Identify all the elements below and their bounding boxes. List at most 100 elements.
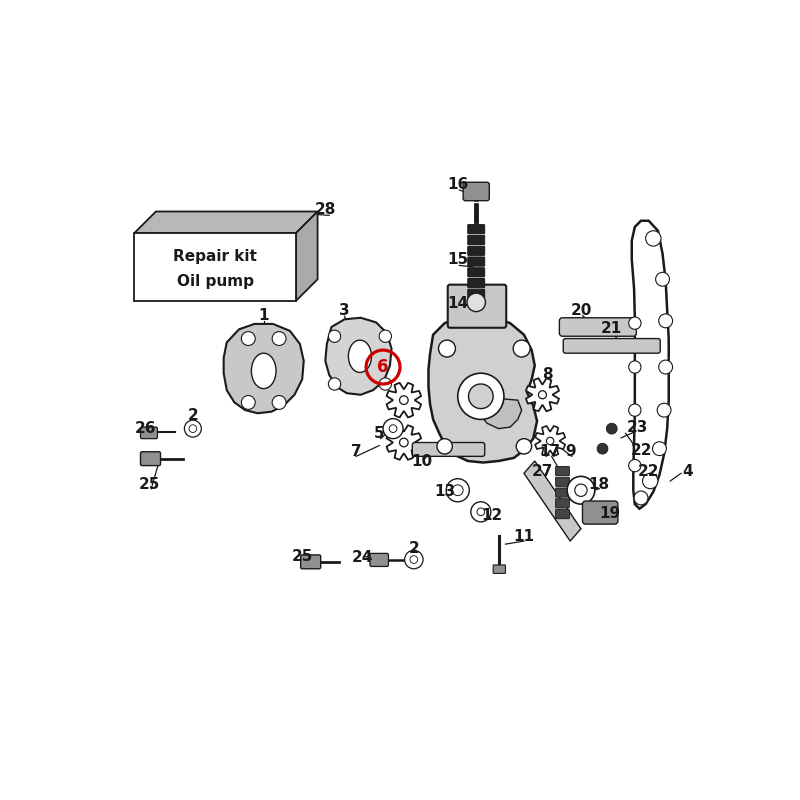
- Circle shape: [189, 425, 197, 433]
- Text: 10: 10: [411, 454, 432, 470]
- Circle shape: [438, 340, 455, 357]
- Text: 14: 14: [447, 296, 468, 311]
- Polygon shape: [296, 211, 318, 301]
- Polygon shape: [326, 318, 391, 394]
- Circle shape: [546, 438, 554, 445]
- Circle shape: [328, 330, 341, 342]
- FancyBboxPatch shape: [301, 555, 321, 569]
- Circle shape: [513, 340, 530, 357]
- Text: 11: 11: [514, 529, 534, 544]
- FancyBboxPatch shape: [463, 182, 490, 201]
- Text: 9: 9: [565, 444, 575, 459]
- Circle shape: [629, 404, 641, 416]
- Circle shape: [184, 420, 202, 437]
- Text: 2: 2: [409, 542, 419, 556]
- Text: 21: 21: [601, 321, 622, 336]
- Circle shape: [458, 373, 504, 419]
- Text: 20: 20: [570, 302, 592, 318]
- Text: 8: 8: [542, 367, 552, 382]
- Polygon shape: [535, 426, 565, 456]
- FancyBboxPatch shape: [582, 501, 618, 524]
- Circle shape: [567, 476, 595, 504]
- Ellipse shape: [251, 353, 276, 389]
- Text: 19: 19: [600, 506, 621, 521]
- FancyBboxPatch shape: [555, 477, 570, 486]
- Text: 2: 2: [187, 408, 198, 423]
- Circle shape: [399, 396, 408, 405]
- FancyBboxPatch shape: [555, 510, 570, 518]
- Circle shape: [383, 418, 403, 438]
- Circle shape: [379, 378, 391, 390]
- FancyBboxPatch shape: [468, 235, 485, 245]
- FancyBboxPatch shape: [412, 442, 485, 456]
- Polygon shape: [134, 233, 296, 301]
- FancyBboxPatch shape: [448, 285, 506, 328]
- Text: 24: 24: [351, 550, 373, 566]
- Circle shape: [452, 485, 463, 496]
- Text: 12: 12: [481, 508, 502, 523]
- Circle shape: [390, 425, 397, 433]
- FancyBboxPatch shape: [468, 278, 485, 288]
- Circle shape: [469, 384, 493, 409]
- Circle shape: [629, 459, 641, 472]
- Circle shape: [399, 438, 408, 447]
- Circle shape: [471, 502, 491, 522]
- Circle shape: [646, 230, 661, 246]
- Ellipse shape: [349, 340, 371, 373]
- Circle shape: [242, 332, 255, 346]
- FancyBboxPatch shape: [468, 257, 485, 266]
- Text: 16: 16: [447, 177, 468, 192]
- Text: 5: 5: [374, 426, 385, 441]
- Circle shape: [272, 395, 286, 410]
- Polygon shape: [429, 315, 537, 462]
- FancyBboxPatch shape: [141, 427, 158, 438]
- Text: 13: 13: [434, 484, 455, 499]
- FancyBboxPatch shape: [370, 554, 389, 566]
- Circle shape: [634, 491, 648, 505]
- Text: 27: 27: [532, 464, 553, 479]
- Circle shape: [328, 378, 341, 390]
- Text: 22: 22: [638, 464, 659, 479]
- Circle shape: [467, 293, 486, 312]
- Text: 26: 26: [134, 421, 156, 436]
- Text: 6: 6: [378, 358, 389, 376]
- FancyBboxPatch shape: [141, 452, 161, 466]
- Circle shape: [516, 438, 532, 454]
- Text: 23: 23: [626, 419, 648, 434]
- Polygon shape: [134, 211, 318, 233]
- Circle shape: [242, 395, 255, 410]
- FancyBboxPatch shape: [555, 466, 570, 476]
- Text: 25: 25: [291, 549, 313, 564]
- Circle shape: [658, 360, 673, 374]
- Polygon shape: [526, 378, 559, 411]
- Polygon shape: [386, 383, 421, 418]
- Text: 7: 7: [350, 444, 362, 459]
- Text: Repair kit: Repair kit: [174, 250, 257, 264]
- FancyBboxPatch shape: [555, 498, 570, 508]
- Circle shape: [642, 474, 658, 489]
- Text: 15: 15: [447, 252, 468, 266]
- FancyBboxPatch shape: [468, 225, 485, 234]
- FancyBboxPatch shape: [493, 565, 506, 574]
- Circle shape: [379, 330, 391, 342]
- FancyBboxPatch shape: [468, 246, 485, 255]
- Circle shape: [405, 550, 423, 569]
- Circle shape: [410, 556, 418, 563]
- Text: Oil pump: Oil pump: [177, 274, 254, 290]
- Text: 22: 22: [630, 442, 652, 458]
- Polygon shape: [524, 461, 581, 541]
- Circle shape: [629, 361, 641, 373]
- Text: 25: 25: [139, 478, 161, 492]
- Circle shape: [597, 443, 608, 454]
- Polygon shape: [386, 426, 421, 460]
- Text: 1: 1: [258, 308, 269, 323]
- Circle shape: [658, 314, 673, 328]
- FancyBboxPatch shape: [468, 290, 485, 298]
- Polygon shape: [472, 396, 522, 429]
- Circle shape: [653, 442, 666, 455]
- Text: 17: 17: [539, 444, 561, 459]
- Polygon shape: [224, 324, 304, 414]
- Circle shape: [574, 484, 587, 496]
- Circle shape: [446, 478, 470, 502]
- Circle shape: [477, 508, 485, 516]
